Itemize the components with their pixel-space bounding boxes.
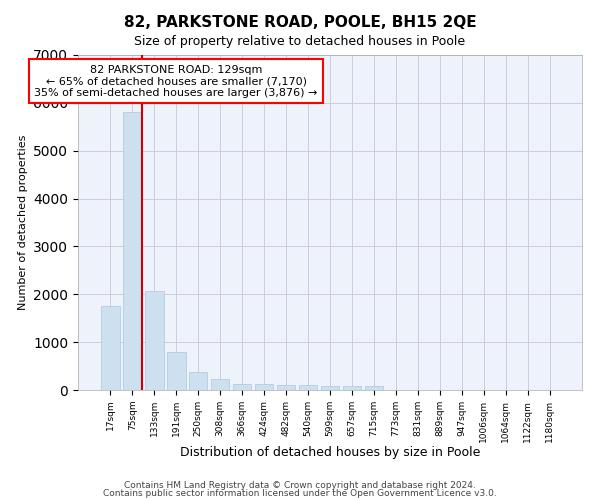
Text: 82, PARKSTONE ROAD, POOLE, BH15 2QE: 82, PARKSTONE ROAD, POOLE, BH15 2QE: [124, 15, 476, 30]
Bar: [343, 386, 361, 390]
Text: Size of property relative to detached houses in Poole: Size of property relative to detached ho…: [134, 35, 466, 48]
Bar: [189, 372, 208, 390]
Bar: [145, 290, 164, 390]
Text: Contains HM Land Registry data © Crown copyright and database right 2024.: Contains HM Land Registry data © Crown c…: [124, 480, 476, 490]
Bar: [101, 306, 119, 390]
Bar: [255, 384, 274, 390]
Bar: [211, 378, 229, 390]
Bar: [299, 385, 317, 390]
Y-axis label: Number of detached properties: Number of detached properties: [17, 135, 28, 310]
Bar: [167, 352, 185, 390]
Text: 82 PARKSTONE ROAD: 129sqm
← 65% of detached houses are smaller (7,170)
35% of se: 82 PARKSTONE ROAD: 129sqm ← 65% of detac…: [34, 64, 318, 98]
Text: Contains public sector information licensed under the Open Government Licence v3: Contains public sector information licen…: [103, 489, 497, 498]
Bar: [277, 385, 295, 390]
Bar: [365, 386, 383, 390]
Bar: [233, 384, 251, 390]
Bar: [123, 112, 142, 390]
X-axis label: Distribution of detached houses by size in Poole: Distribution of detached houses by size …: [180, 446, 480, 459]
Bar: [320, 386, 340, 390]
